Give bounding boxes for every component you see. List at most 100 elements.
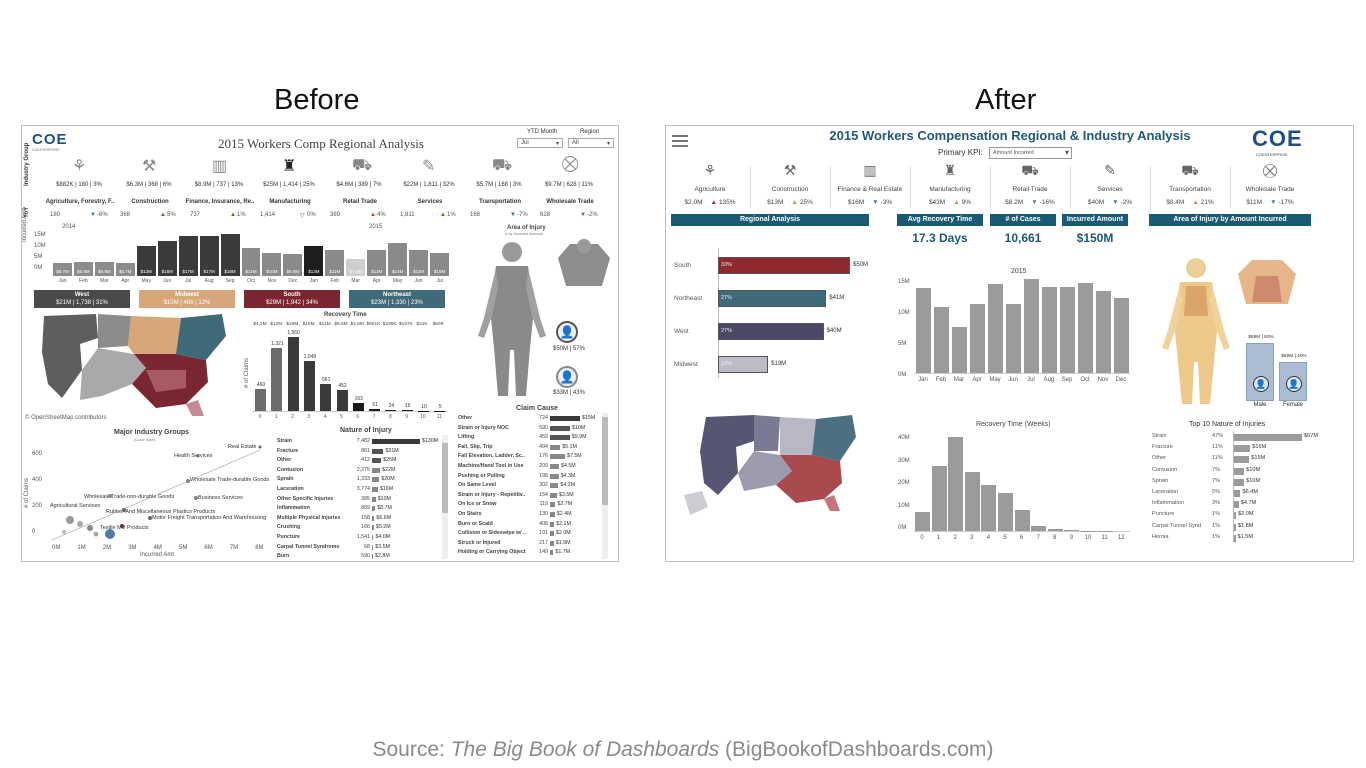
- list-label: Collision or Sideswipe w/ ..: [458, 530, 526, 537]
- list-label: Burn: [277, 553, 290, 560]
- monthly-y-tick: 15M: [898, 279, 910, 285]
- monthly-y-tick: 5M: [898, 341, 907, 347]
- top10-bar: [1234, 434, 1302, 441]
- after-industry-card[interactable]: ▥ Finance & Real Estate $16M ▼ -3%: [830, 162, 910, 206]
- top10-label: Laceration: [1152, 489, 1179, 495]
- claim-scroll-thumb[interactable]: [602, 417, 608, 505]
- industry-icon: ⛟: [492, 157, 513, 174]
- after-industry-card[interactable]: ✎ Services $40M ▼ -2%: [1070, 162, 1150, 206]
- recovery-x-tick: 7: [372, 414, 376, 420]
- monthly-bar: [1042, 287, 1057, 373]
- after-industry-card[interactable]: ⚒ Construction $13M ▲ 25%: [750, 162, 830, 206]
- region-box[interactable]: Midwest $10M | 486 | 12%: [139, 290, 235, 308]
- list-value: $25M: [383, 457, 397, 464]
- region-name: Northeast: [382, 292, 411, 298]
- timeline-bar-label: $18M: [224, 269, 236, 274]
- yoy-arrow-icon: ▲: [160, 212, 166, 218]
- after-industry-card[interactable]: ⛟ Transportation $8.4M ▲ 21%: [1150, 162, 1230, 206]
- region-amount: $41M: [829, 295, 845, 301]
- list-count: 590: [361, 553, 370, 560]
- hamburger-menu-icon[interactable]: [672, 135, 688, 147]
- region-bar[interactable]: 33%: [718, 257, 850, 274]
- recovery-x-tick: 3: [307, 414, 311, 420]
- monthly-bar: [1006, 304, 1021, 373]
- monthly-bar: [952, 327, 967, 373]
- top10-bar: [1234, 523, 1236, 531]
- list-bar: [372, 506, 376, 512]
- timeline-bar: [136, 245, 156, 276]
- after-industry-card[interactable]: ⚘ Agriculture $2.0M ▲ 135%: [670, 162, 750, 206]
- region-box[interactable]: Northeast $23M | 1,330 | 23%: [349, 290, 445, 308]
- industry-amount: $43M: [928, 199, 946, 206]
- list-label: Carpal Tunnel Syndrome: [277, 543, 340, 550]
- scatter-x-tick: 7M: [229, 545, 239, 551]
- recovery-bar-label: 24: [388, 402, 395, 409]
- scatter-y-tick: 400: [32, 477, 43, 483]
- recovery-bar: [385, 409, 397, 411]
- region-box[interactable]: West $21M | 1,738 | 31%: [34, 290, 130, 308]
- list-label: On Stairs: [458, 511, 482, 517]
- gender-bar[interactable]: 👤: [1279, 362, 1307, 401]
- recovery-bar: [255, 389, 266, 411]
- region-bar[interactable]: 27%: [718, 290, 827, 307]
- recovery-weeks-y-tick: 20M: [898, 480, 910, 486]
- region-box[interactable]: South $29M | 1,942 | 34%: [244, 290, 340, 308]
- timeline-month: Aug: [204, 278, 214, 284]
- top10-label: Carpal Tunnel Synd: [1152, 522, 1202, 529]
- top10-pct: 7%: [1212, 477, 1221, 484]
- list-count: 724: [539, 415, 548, 421]
- region-bar[interactable]: 27%: [718, 323, 824, 340]
- scatter-x-tick: 5M: [179, 545, 188, 551]
- timeline-bar: [325, 250, 345, 276]
- list-count: 590: [539, 424, 548, 431]
- timeline-bar: [367, 250, 387, 276]
- before-logo: COE: [32, 131, 68, 148]
- timeline-month: Jul: [184, 278, 192, 284]
- timeline-bar: [409, 250, 429, 276]
- after-industry-card[interactable]: ⛟ Retail Trade $8.2M ▼ -16%: [990, 162, 1070, 206]
- recovery-bar-label: 163: [354, 396, 363, 403]
- scatter-y-tick: 0: [32, 529, 36, 535]
- nature-scrollbar[interactable]: [442, 435, 448, 559]
- monthly-x-tick: Jan: [918, 377, 928, 383]
- industry-stat: $22M | 1,811 | 32%: [403, 182, 455, 188]
- top10-bar: [1234, 478, 1245, 486]
- industry-icon: ⚒: [142, 158, 157, 175]
- recovery-bar: [303, 361, 315, 411]
- list-count: 1,541: [356, 534, 370, 540]
- after-industry-card[interactable]: ⛒ Wholesale Trade $11M ▼ -17%: [1230, 162, 1310, 206]
- claim-scrollbar[interactable]: [602, 413, 608, 559]
- primary-kpi-label: Primary KPI:: [938, 148, 983, 157]
- primary-kpi-select[interactable]: Amount Incurred ▾: [989, 147, 1072, 159]
- primary-kpi-value: Amount Incurred: [993, 150, 1034, 156]
- after-industry-card[interactable]: ♜ Manufacturing $43M ▲ 9%: [910, 162, 990, 206]
- recovery-weeks-x-tick: 1: [936, 535, 941, 541]
- scatter-x-tick: 3M: [128, 545, 137, 551]
- nature-scroll-thumb[interactable]: [442, 443, 448, 513]
- region-select[interactable]: All ▾: [568, 138, 614, 148]
- yoy-arrow-icon: ▽: [300, 213, 305, 219]
- list-value: $8.7M: [377, 505, 392, 512]
- yoy-arrow-icon: ▼: [90, 212, 96, 218]
- timeline-bar: [220, 234, 240, 276]
- recovery-top-label: $15M: [302, 322, 315, 327]
- gender-bar[interactable]: 👤: [1246, 343, 1274, 401]
- industry-stat-row: $11M ▼ -17%: [1230, 199, 1310, 206]
- yoy-arrow-icon: ▲: [953, 199, 960, 206]
- after-logo: COE: [1252, 126, 1303, 151]
- industry-amount: $8.2M: [1005, 199, 1024, 206]
- recovery-weeks-x-tick: 5: [1003, 535, 1007, 541]
- list-label: Pushing or Pulling: [458, 472, 505, 479]
- yoy-arrow-icon: ▼: [1270, 199, 1277, 206]
- industry-stat-row: $8.4M ▲ 21%: [1150, 199, 1230, 206]
- after-heading: After: [975, 84, 1037, 116]
- timeline-bar-label: $9.6M: [286, 269, 300, 274]
- monthly-chart: [914, 278, 1130, 374]
- list-bar: [550, 464, 559, 469]
- monthly-x-tick: Sep: [1061, 377, 1073, 383]
- top10-pct: 7%: [1212, 466, 1221, 473]
- ytd-month-select[interactable]: Jul ▾: [517, 138, 563, 148]
- region-stat: $23M | 1,330 | 23%: [371, 300, 423, 306]
- cases-value: 10,661: [1004, 231, 1042, 245]
- region-bar[interactable]: 13%: [718, 356, 769, 373]
